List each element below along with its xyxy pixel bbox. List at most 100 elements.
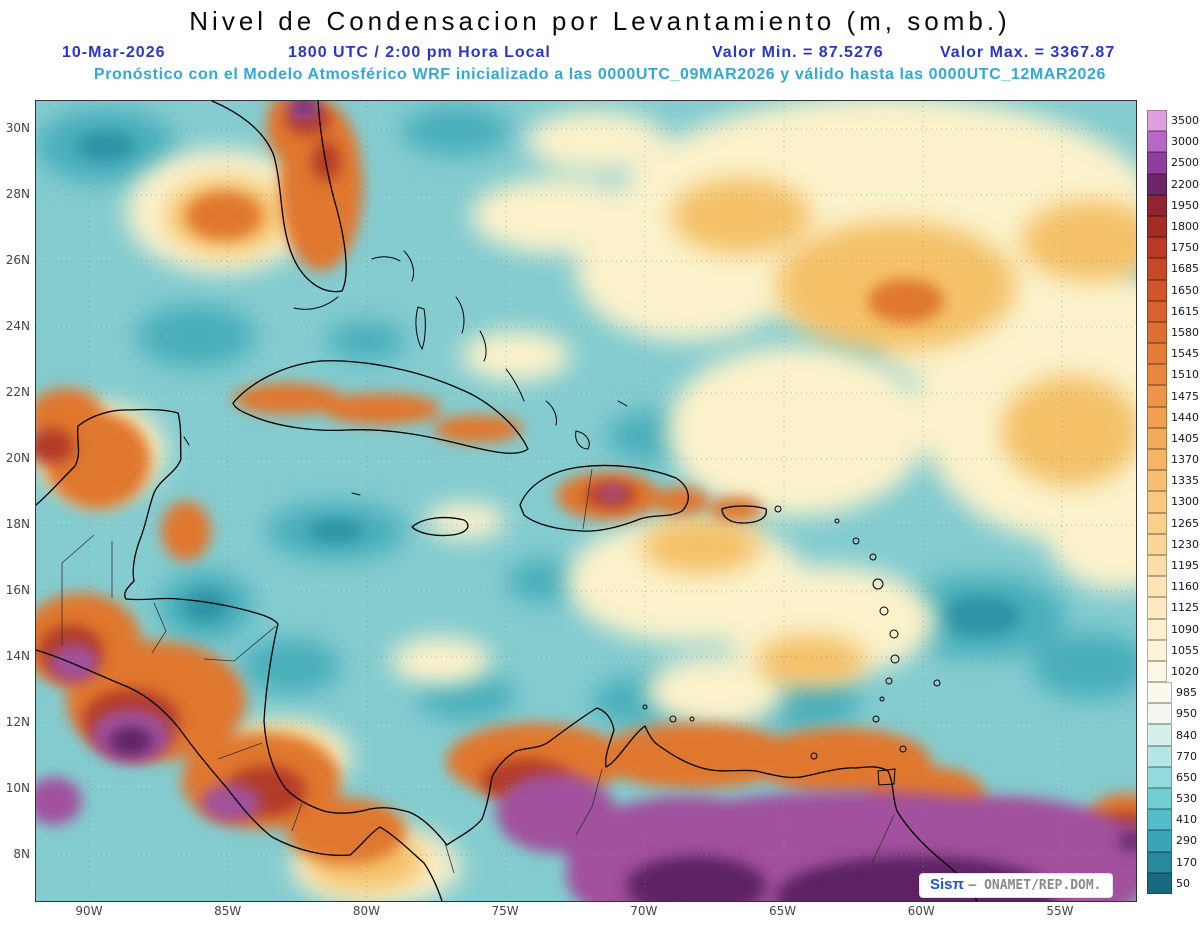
lon-label: 55W <box>1046 904 1074 918</box>
colorbar-swatch <box>1147 364 1167 386</box>
colorbar-label: 950 <box>1176 707 1197 721</box>
shaded-field <box>36 101 1136 901</box>
colorbar-row: 50 <box>1147 872 1199 894</box>
lon-label: 60W <box>907 904 935 918</box>
colorbar-swatch <box>1147 597 1167 619</box>
colorbar-row: 290 <box>1147 830 1199 852</box>
watermark: Sisπ – ONAMET/REP.DOM. <box>919 873 1113 898</box>
colorbar-swatch <box>1147 745 1172 767</box>
colorbar-swatch <box>1147 470 1167 492</box>
colorbar-label: 1195 <box>1171 559 1199 573</box>
colorbar-row: 530 <box>1147 788 1199 810</box>
colorbar-label: 1545 <box>1171 347 1199 361</box>
colorbar-row: 1750 <box>1147 237 1199 259</box>
colorbar-row: 1160 <box>1147 576 1199 598</box>
colorbar-swatch <box>1147 491 1167 513</box>
colorbar-label: 50 <box>1176 876 1190 890</box>
colorbar-row: 840 <box>1147 724 1199 746</box>
colorbar-swatch <box>1147 851 1172 873</box>
lat-label: 30N <box>5 121 30 135</box>
colorbar-swatch <box>1147 660 1167 683</box>
colorbar-row: 1370 <box>1147 449 1199 471</box>
map-canvas <box>36 101 1136 901</box>
colorbar-swatch <box>1147 554 1167 577</box>
colorbar-label: 1020 <box>1171 664 1199 678</box>
colorbar-label: 1800 <box>1171 220 1199 234</box>
colorbar-swatch <box>1147 321 1167 344</box>
colorbar-row: 1650 <box>1147 279 1199 301</box>
colorbar-label: 410 <box>1176 813 1197 827</box>
colorbar-row: 1265 <box>1147 512 1199 534</box>
colorbar-row: 1950 <box>1147 194 1199 216</box>
colorbar-label: 1160 <box>1171 580 1199 594</box>
colorbar-row: 2200 <box>1147 173 1199 195</box>
colorbar-row: 1335 <box>1147 470 1199 492</box>
colorbar-row: 1800 <box>1147 215 1199 238</box>
colorbar-label: 170 <box>1176 855 1197 869</box>
lat-label: 14N <box>5 649 30 663</box>
lat-label: 12N <box>5 715 30 729</box>
colorbar-row: 3500 <box>1147 110 1199 132</box>
colorbar-label: 2200 <box>1171 177 1199 191</box>
colorbar: 3500 3000 2500 2200 1950 1800 1750 <box>1147 110 1199 894</box>
colorbar-row: 410 <box>1147 809 1199 831</box>
colorbar-swatch <box>1147 110 1167 132</box>
colorbar-label: 1750 <box>1171 241 1199 255</box>
colorbar-row: 1230 <box>1147 533 1199 555</box>
colorbar-row: 3000 <box>1147 131 1199 153</box>
colorbar-swatch <box>1147 406 1167 428</box>
colorbar-swatch <box>1147 173 1167 195</box>
colorbar-swatch <box>1147 830 1172 852</box>
colorbar-row: 1615 <box>1147 300 1199 322</box>
forecast-line: Pronóstico con el Modelo Atmosférico WRF… <box>93 66 1107 83</box>
colorbar-swatch <box>1147 152 1167 174</box>
colorbar-row: 985 <box>1147 682 1199 704</box>
coastlines <box>36 101 978 901</box>
colorbar-swatch <box>1147 809 1172 831</box>
colorbar-swatch <box>1147 766 1172 788</box>
colorbar-swatch <box>1147 131 1167 153</box>
colorbar-swatch <box>1147 512 1167 534</box>
colorbar-swatch <box>1147 385 1167 407</box>
lat-label: 10N <box>5 781 30 795</box>
min-value-label: Valor Min. = 87.5276 <box>712 44 884 61</box>
colorbar-label: 290 <box>1176 834 1197 848</box>
colorbar-label: 1615 <box>1171 304 1199 318</box>
date-label: 10-Mar-2026 <box>62 44 166 61</box>
colorbar-swatch <box>1147 724 1172 746</box>
colorbar-row: 1475 <box>1147 385 1199 407</box>
colorbar-label: 770 <box>1176 749 1197 763</box>
colorbar-swatch <box>1147 788 1172 810</box>
colorbar-label: 650 <box>1176 770 1197 784</box>
lat-axis: 30N 28N 26N 24N 22N 20N 18N 16N 14N 12N … <box>2 120 33 862</box>
colorbar-label: 1230 <box>1171 537 1199 551</box>
colorbar-row: 1055 <box>1147 639 1199 661</box>
colorbar-swatch <box>1147 682 1172 704</box>
small-islands <box>183 250 941 786</box>
colorbar-swatch <box>1147 533 1167 555</box>
colorbar-row: 1195 <box>1147 554 1199 577</box>
colorbar-swatch <box>1147 237 1167 259</box>
lon-label: 65W <box>768 904 797 918</box>
colorbar-label: 3000 <box>1171 135 1199 149</box>
graticule-grid <box>36 101 1136 901</box>
lat-label: 16N <box>5 583 30 597</box>
colorbar-row: 1580 <box>1147 321 1199 344</box>
colorbar-row: 950 <box>1147 703 1199 725</box>
colorbar-label: 1580 <box>1171 325 1199 339</box>
colorbar-swatch <box>1147 215 1167 238</box>
lon-label: 85W <box>214 904 242 918</box>
colorbar-label: 1335 <box>1171 474 1199 488</box>
max-value-label: Valor Max. = 3367.87 <box>940 44 1116 61</box>
lat-label: 18N <box>5 517 30 531</box>
colorbar-swatch <box>1147 449 1167 471</box>
lon-label: 90W <box>75 904 103 918</box>
dark-purple-layer <box>109 101 1136 901</box>
lon-label: 80W <box>352 904 380 918</box>
lat-label: 20N <box>5 451 30 465</box>
colorbar-label: 840 <box>1176 728 1197 742</box>
colorbar-swatch <box>1147 703 1172 725</box>
colorbar-row: 1090 <box>1147 618 1199 640</box>
country-borders <box>61 468 895 874</box>
colorbar-swatch <box>1147 343 1167 365</box>
